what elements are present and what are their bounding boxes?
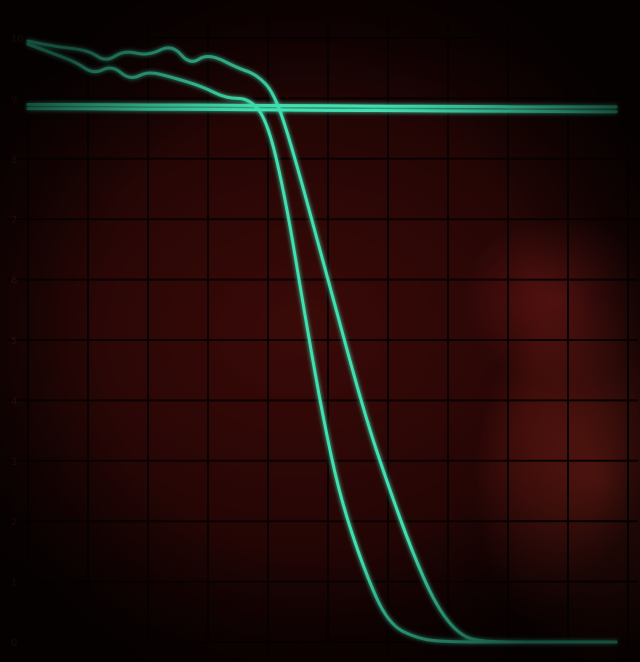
scale-label: 9 [11,94,17,105]
scale-label: 6 [11,276,17,287]
scale-label: 3 [11,457,17,468]
trace-line [26,107,618,114]
scale-label: 8 [11,155,17,166]
trace-line [26,102,618,109]
scale-label: 4 [11,396,17,407]
scale-label: 0 [11,638,17,649]
traces [26,39,618,644]
scale-label: 10 [11,34,24,45]
scale-label: 2 [11,517,17,528]
scale-label: 5 [11,336,17,347]
graticule [8,18,638,652]
trace-line [26,39,618,644]
trace-line [26,42,618,644]
scale-label: 7 [11,215,17,226]
scale-label: 1 [11,578,17,589]
